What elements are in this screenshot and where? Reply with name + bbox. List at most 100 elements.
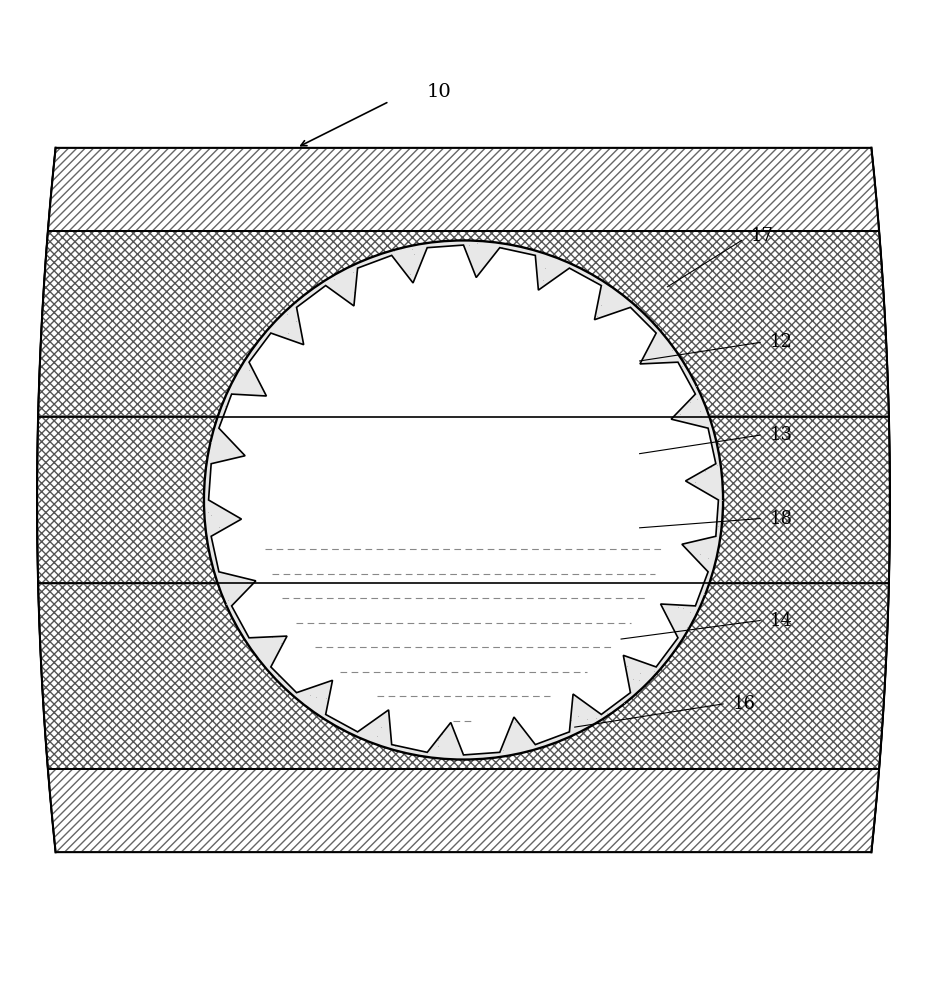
- Point: [432, 340, 447, 356]
- Point: [483, 439, 498, 455]
- Point: [489, 607, 504, 623]
- Point: [472, 427, 487, 443]
- Point: [625, 528, 640, 544]
- Point: [326, 431, 341, 447]
- Point: [654, 478, 668, 494]
- Point: [286, 492, 300, 508]
- Point: [448, 288, 463, 304]
- Point: [577, 402, 591, 418]
- Polygon shape: [37, 417, 890, 583]
- Point: [342, 461, 357, 477]
- Point: [451, 312, 466, 328]
- Point: [463, 368, 477, 384]
- Point: [439, 468, 454, 484]
- Point: [424, 298, 438, 314]
- Point: [696, 568, 711, 584]
- Point: [668, 412, 683, 428]
- Point: [310, 434, 324, 450]
- Point: [402, 540, 417, 556]
- Point: [332, 463, 347, 479]
- Point: [301, 537, 316, 553]
- Point: [339, 505, 354, 521]
- Point: [514, 663, 529, 679]
- Point: [224, 523, 239, 539]
- Point: [342, 651, 357, 667]
- Point: [432, 526, 447, 542]
- Point: [540, 599, 555, 615]
- Point: [264, 412, 279, 428]
- Point: [451, 501, 466, 517]
- Point: [485, 728, 500, 744]
- Point: [426, 508, 441, 524]
- Point: [211, 519, 226, 535]
- Point: [407, 455, 422, 471]
- Point: [565, 628, 580, 644]
- Point: [399, 328, 413, 344]
- Point: [699, 516, 714, 532]
- Point: [679, 619, 694, 635]
- Point: [281, 418, 296, 434]
- Point: [418, 396, 433, 412]
- Point: [565, 449, 580, 465]
- Point: [477, 602, 492, 618]
- Point: [451, 488, 465, 504]
- Point: [469, 496, 484, 512]
- Point: [446, 489, 461, 505]
- Point: [486, 456, 501, 472]
- Point: [626, 443, 641, 459]
- Point: [303, 377, 318, 393]
- Point: [666, 445, 680, 461]
- Point: [347, 430, 362, 446]
- Point: [447, 527, 462, 543]
- Point: [313, 419, 328, 435]
- Point: [330, 451, 345, 467]
- Point: [211, 460, 226, 476]
- Point: [599, 458, 614, 474]
- Point: [672, 529, 687, 545]
- Point: [388, 306, 403, 322]
- Point: [230, 500, 245, 516]
- Point: [388, 546, 403, 562]
- Point: [556, 450, 571, 466]
- Point: [400, 547, 415, 563]
- Point: [470, 482, 485, 498]
- Point: [349, 434, 364, 450]
- Point: [485, 492, 500, 508]
- Point: [454, 535, 469, 551]
- Point: [514, 521, 528, 537]
- Point: [467, 564, 482, 580]
- Point: [563, 390, 578, 406]
- Point: [423, 426, 438, 442]
- Point: [622, 347, 637, 363]
- Point: [436, 607, 451, 623]
- Point: [273, 635, 288, 651]
- Point: [418, 504, 433, 520]
- Point: [610, 317, 625, 333]
- Point: [626, 376, 641, 392]
- Point: [416, 468, 431, 484]
- Point: [446, 503, 461, 519]
- Point: [392, 573, 407, 589]
- Point: [499, 262, 514, 278]
- Point: [514, 491, 529, 507]
- Point: [326, 528, 341, 544]
- Point: [456, 458, 471, 474]
- Point: [412, 380, 426, 396]
- Point: [490, 396, 505, 412]
- Point: [413, 521, 427, 537]
- Point: [626, 616, 641, 632]
- Point: [432, 550, 447, 566]
- Point: [464, 498, 478, 514]
- Point: [572, 403, 587, 419]
- Point: [448, 631, 463, 647]
- Point: [567, 455, 582, 471]
- Point: [411, 537, 425, 553]
- Point: [254, 442, 269, 458]
- Point: [493, 464, 508, 480]
- Point: [559, 713, 574, 729]
- Point: [632, 665, 647, 681]
- Point: [539, 487, 553, 503]
- Point: [645, 478, 660, 494]
- Point: [549, 530, 564, 546]
- Point: [401, 496, 416, 512]
